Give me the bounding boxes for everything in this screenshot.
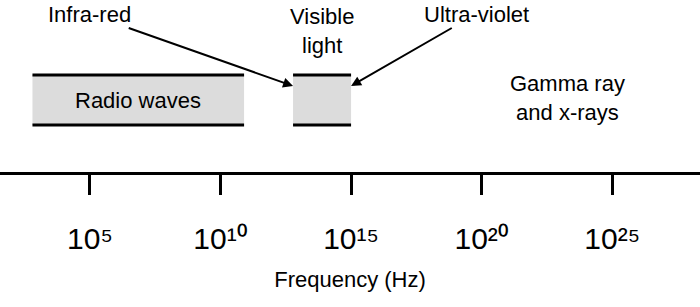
- svg-text:Visiblelight: Visiblelight: [290, 4, 354, 58]
- svg-text:10²⁰: 10²⁰: [454, 222, 508, 255]
- svg-text:10¹⁰: 10¹⁰: [193, 222, 247, 255]
- svg-text:10²⁵: 10²⁵: [584, 222, 640, 255]
- svg-text:10⁵: 10⁵: [67, 222, 113, 255]
- svg-text:10¹⁵: 10¹⁵: [323, 222, 379, 255]
- svg-text:Frequency (Hz): Frequency (Hz): [274, 267, 426, 292]
- svg-text:Gamma rayand x-rays: Gamma rayand x-rays: [510, 71, 625, 125]
- svg-text:Radio waves: Radio waves: [75, 88, 201, 113]
- svg-text:Infra-red: Infra-red: [48, 2, 131, 27]
- svg-text:Ultra-violet: Ultra-violet: [424, 2, 529, 27]
